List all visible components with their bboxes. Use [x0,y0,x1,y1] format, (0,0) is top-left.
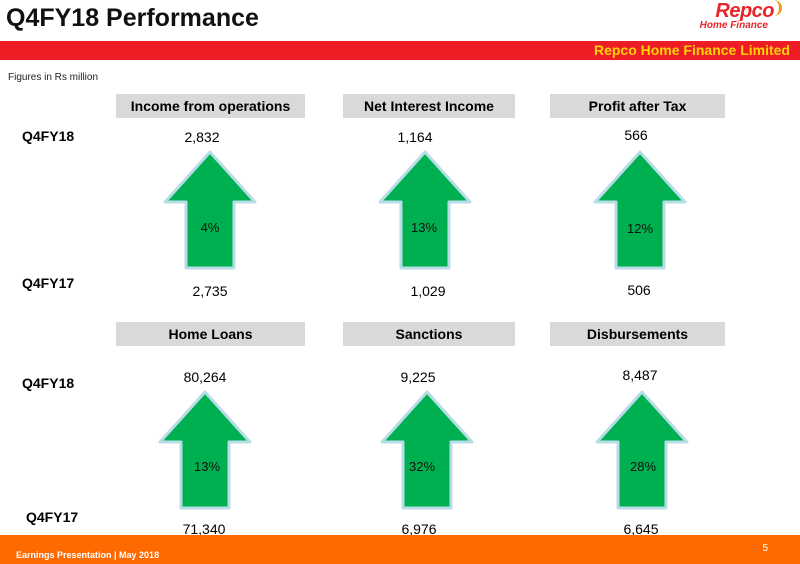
logo-swoosh [773,0,782,16]
home-loans-growth: 13% [193,459,221,474]
up-arrow-icon [158,390,252,510]
pat-current-value: 566 [624,127,648,143]
disbursements-current-value: 8,487 [622,367,658,383]
footer-bar: Earnings Presentation | May 2018 5 [0,535,800,564]
nii-prior-value: 1,029 [410,283,446,299]
header-bar: Repco Home Finance Limited [0,41,800,60]
page-title: Q4FY18 Performance [6,4,259,32]
disbursements-growth: 28% [629,459,657,474]
up-arrow-icon [593,150,687,270]
row2-current-label: Q4FY18 [22,375,75,391]
home-loans-prior-value: 71,340 [182,521,226,537]
row1-prior-label: Q4FY17 [22,275,75,291]
logo-tagline: Home Finance [699,20,768,31]
pat-prior-value: 506 [627,282,651,298]
metric-header-pat: Profit after Tax [550,94,725,118]
pat-growth: 12% [626,221,654,236]
repco-logo: Repco Home Finance [699,0,782,31]
logo-name: Repco [715,0,774,22]
footer-caption: Earnings Presentation | May 2018 [16,550,160,560]
row2-prior-label: Q4FY17 [26,509,79,525]
nii-current-value: 1,164 [397,129,433,145]
up-arrow-icon [380,390,474,510]
metric-header-disbursements: Disbursements [550,322,725,346]
metric-header-home-loans: Home Loans [116,322,305,346]
disbursements-prior-value: 6,645 [623,521,659,537]
income-current-value: 2,832 [184,129,220,145]
income-prior-value: 2,735 [192,283,228,299]
sanctions-prior-value: 6,976 [401,521,437,537]
company-name: Repco Home Finance Limited [593,42,790,58]
metric-header-sanctions: Sanctions [343,322,515,346]
up-arrow-icon [378,150,472,270]
sanctions-growth: 32% [408,459,436,474]
up-arrow-icon [595,390,689,510]
sanctions-current-value: 9,225 [400,369,436,385]
page-number: 5 [762,543,768,554]
units-note: Figures in Rs million [8,72,99,83]
metric-header-nii: Net Interest Income [343,94,515,118]
row1-current-label: Q4FY18 [22,128,75,144]
income-growth: 4% [200,220,220,235]
nii-growth: 13% [410,220,438,235]
home-loans-current-value: 80,264 [183,369,227,385]
up-arrow-icon [163,150,257,270]
metric-header-income: Income from operations [116,94,305,118]
